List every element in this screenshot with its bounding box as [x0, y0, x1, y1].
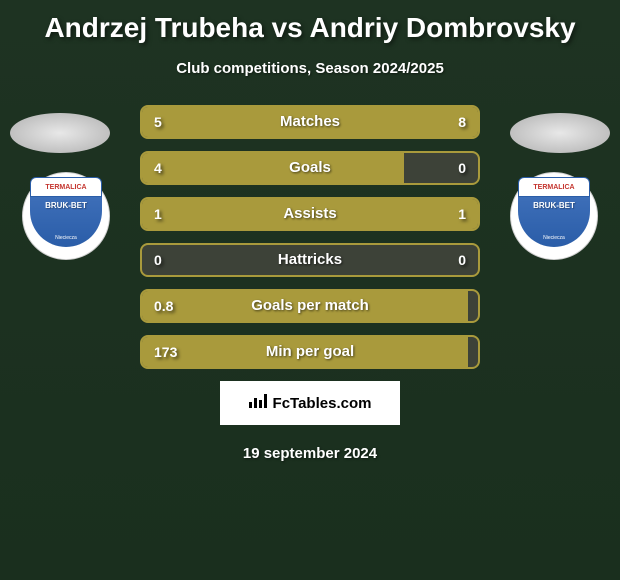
- club-logo-left: TERMALICA BRUK-BET Nieciecza: [22, 172, 110, 260]
- stat-label: Matches: [142, 107, 478, 137]
- club-bottom-label: Nieciecza: [518, 235, 590, 241]
- stat-value-right: 1: [458, 199, 466, 229]
- stat-row-assists: 1 Assists 1: [140, 197, 480, 231]
- comparison-area: TERMALICA BRUK-BET Nieciecza TERMALICA B…: [0, 105, 620, 369]
- chart-icon: [249, 394, 267, 413]
- stat-row-goals-per-match: 0.8 Goals per match: [140, 289, 480, 323]
- watermark: FcTables.com: [220, 381, 400, 425]
- club-shield-icon: TERMALICA BRUK-BET Nieciecza: [30, 177, 102, 255]
- stats-container: 5 Matches 8 4 Goals 0 1 Assists 1 0 Hatt…: [140, 105, 480, 369]
- date-label: 19 september 2024: [0, 445, 620, 462]
- club-main-label: BRUK-BET: [30, 197, 102, 210]
- player-avatar-right: [510, 113, 610, 153]
- stat-label: Goals per match: [142, 291, 478, 321]
- stat-row-hattricks: 0 Hattricks 0: [140, 243, 480, 277]
- club-bottom-label: Nieciecza: [30, 235, 102, 241]
- watermark-text: FcTables.com: [273, 395, 372, 412]
- stat-label: Assists: [142, 199, 478, 229]
- stat-value-right: 0: [458, 153, 466, 183]
- stat-label: Min per goal: [142, 337, 478, 367]
- page-subtitle: Club competitions, Season 2024/2025: [0, 60, 620, 77]
- stat-row-min-per-goal: 173 Min per goal: [140, 335, 480, 369]
- club-top-label: TERMALICA: [518, 177, 590, 197]
- club-shield-icon: TERMALICA BRUK-BET Nieciecza: [518, 177, 590, 255]
- player-avatar-left: [10, 113, 110, 153]
- stat-row-goals: 4 Goals 0: [140, 151, 480, 185]
- page-title: Andrzej Trubeha vs Andriy Dombrovsky: [0, 0, 620, 44]
- club-logo-right: TERMALICA BRUK-BET Nieciecza: [510, 172, 598, 260]
- stat-label: Hattricks: [142, 245, 478, 275]
- club-top-label: TERMALICA: [30, 177, 102, 197]
- stat-row-matches: 5 Matches 8: [140, 105, 480, 139]
- stat-label: Goals: [142, 153, 478, 183]
- stat-value-right: 0: [458, 245, 466, 275]
- club-main-label: BRUK-BET: [518, 197, 590, 210]
- stat-value-right: 8: [458, 107, 466, 137]
